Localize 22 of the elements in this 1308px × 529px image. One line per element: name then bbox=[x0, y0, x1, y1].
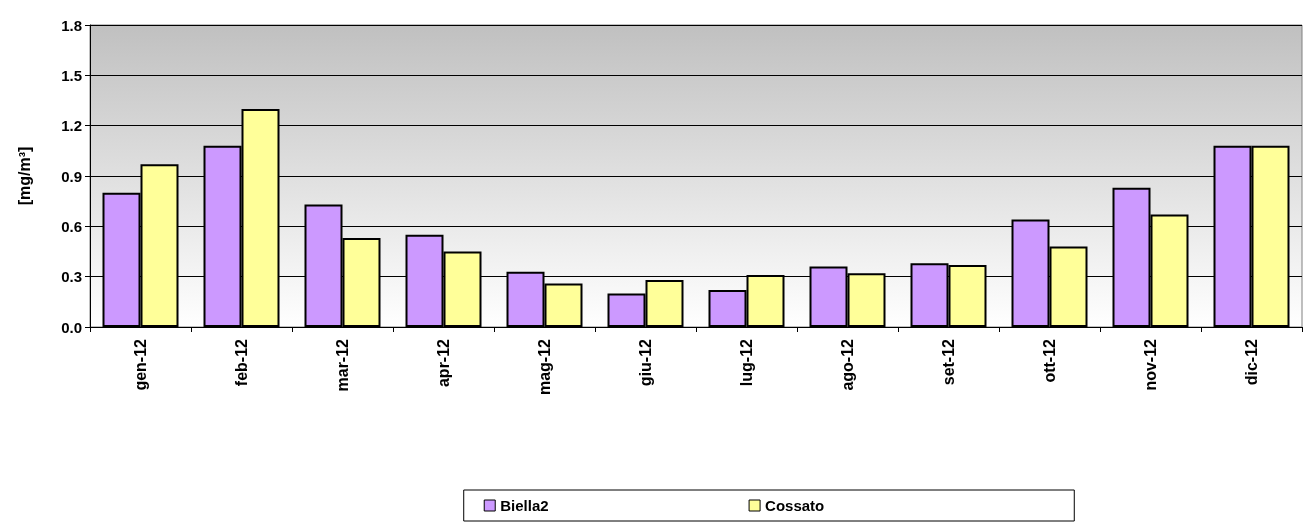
legend-label: Cossato bbox=[765, 497, 825, 514]
x-tick-label: giu-12 bbox=[637, 338, 654, 387]
y-tick-label: 0.6 bbox=[61, 217, 82, 235]
y-tick-label: 0.3 bbox=[61, 268, 82, 286]
legend-label: Biella2 bbox=[500, 497, 549, 514]
x-tick-label: mar-12 bbox=[334, 338, 351, 392]
x-tick-label: ago-12 bbox=[839, 338, 856, 391]
y-axis-title: [mg/m³] bbox=[15, 146, 33, 206]
x-tick-label: dic-12 bbox=[1243, 338, 1260, 386]
y-tick-label: 1.2 bbox=[61, 117, 82, 135]
x-tick-label: lug-12 bbox=[738, 338, 755, 387]
x-tick-label: feb-12 bbox=[233, 338, 250, 387]
y-tick-label: 0.0 bbox=[61, 318, 82, 336]
x-tick-label: gen-12 bbox=[132, 338, 149, 391]
y-tick-label: 1.5 bbox=[61, 66, 82, 84]
y-tick-label: 1.8 bbox=[61, 16, 82, 34]
x-tick-label: ott-12 bbox=[1041, 338, 1058, 383]
y-tick-label: 0.9 bbox=[61, 167, 82, 185]
x-tick-label: mag-12 bbox=[536, 338, 553, 396]
x-tick-label: nov-12 bbox=[1142, 338, 1159, 391]
x-tick-label: apr-12 bbox=[435, 338, 452, 388]
x-tick-label: set-12 bbox=[940, 338, 957, 386]
